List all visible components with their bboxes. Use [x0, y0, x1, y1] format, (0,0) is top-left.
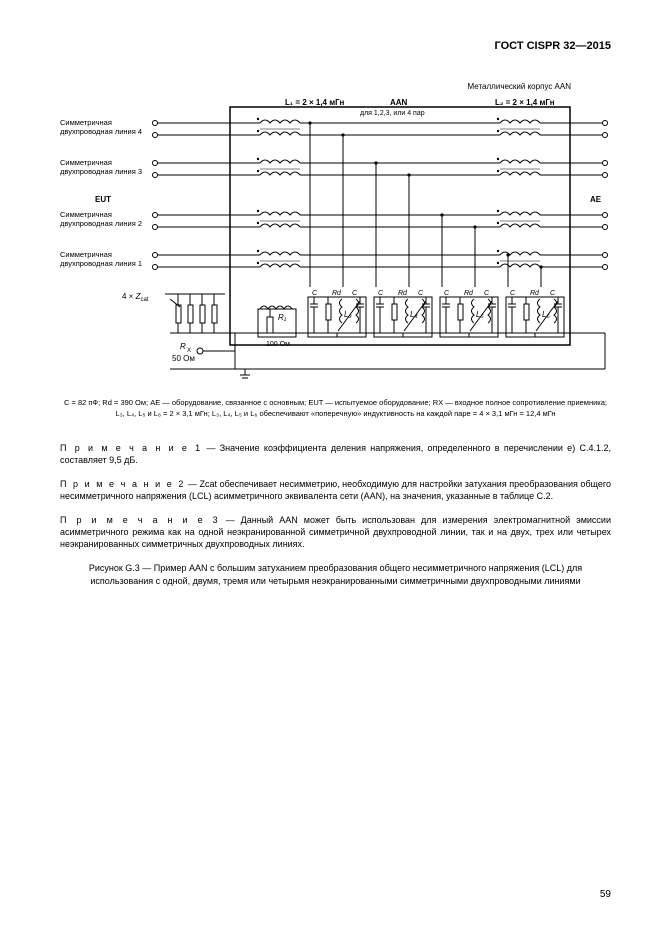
L2-label: L₂ = 2 × 1,4 мГн — [495, 99, 555, 107]
note-2: П р и м е ч а н и е 2 — Zcat обеспечивае… — [60, 478, 611, 502]
note-3: П р и м е ч а н и е 3 — Данный AAN может… — [60, 514, 611, 550]
svg-text:C: C — [352, 290, 358, 297]
line2-lbl-a: Симметричная — [60, 210, 112, 219]
svg-text:L₃: L₃ — [344, 310, 352, 319]
diagram-caption-below: C = 82 пФ; Rd = 390 Ом; AE — оборудовани… — [60, 397, 611, 420]
rx-label2: 50 Ом — [172, 354, 195, 363]
rx-label1: R — [180, 342, 186, 351]
svg-text:C: C — [484, 290, 490, 297]
svg-text:C: C — [378, 290, 384, 297]
svg-text:C: C — [312, 290, 318, 297]
line3-lbl-b: двухпроводная линия 3 — [60, 167, 142, 176]
circuit-diagram: L₁ = 2 × 1,4 мГн AAN для 1,2,3, или 4 па… — [60, 99, 611, 379]
svg-text:C: C — [418, 290, 424, 297]
r1-label1: R₁ — [278, 313, 287, 322]
svg-text:L₄: L₄ — [410, 310, 418, 319]
figure-caption: Рисунок G.3 — Пример AAN с большим затух… — [60, 562, 611, 587]
line1-lbl-a: Симметричная — [60, 250, 112, 259]
svg-text:Rd: Rd — [464, 290, 474, 297]
svg-text:C: C — [510, 290, 516, 297]
svg-text:Rd: Rd — [530, 290, 540, 297]
page-number: 59 — [600, 889, 611, 900]
note2-title: П р и м е ч а н и е 2 — [60, 479, 185, 489]
line3-lbl-a: Симметричная — [60, 158, 112, 167]
diagram-top-caption: Металлический корпус AAN — [60, 82, 611, 91]
note3-title: П р и м е ч а н и е 3 — [60, 515, 220, 525]
note-1: П р и м е ч а н и е 1 — Значение коэффиц… — [60, 442, 611, 466]
line2-lbl-b: двухпроводная линия 2 — [60, 219, 142, 228]
zcat-label: 4 × Zcat — [122, 292, 149, 303]
r1-label2: 100 Ом — [266, 341, 290, 348]
L1-label: L₁ = 2 × 1,4 мГн — [285, 99, 344, 107]
line4-lbl-a: Симметричная — [60, 118, 112, 127]
document-header: ГОСТ CISPR 32—2015 — [60, 40, 611, 52]
svg-text:C: C — [444, 290, 450, 297]
note1-title: П р и м е ч а н и е 1 — [60, 443, 202, 453]
aan-title1: AAN — [390, 99, 408, 107]
ae-label: AE — [590, 195, 602, 204]
eut-label: EUT — [95, 195, 111, 204]
line4-lbl-b: двухпроводная линия 4 — [60, 127, 142, 136]
svg-text:Rd: Rd — [398, 290, 408, 297]
svg-text:Rd: Rd — [332, 290, 342, 297]
svg-text:L₅: L₅ — [476, 310, 484, 319]
line1-lbl-b: двухпроводная линия 1 — [60, 259, 142, 268]
svg-text:L₆: L₆ — [542, 310, 550, 319]
svg-text:C: C — [550, 290, 556, 297]
aan-title2: для 1,2,3, или 4 пар — [360, 110, 425, 117]
